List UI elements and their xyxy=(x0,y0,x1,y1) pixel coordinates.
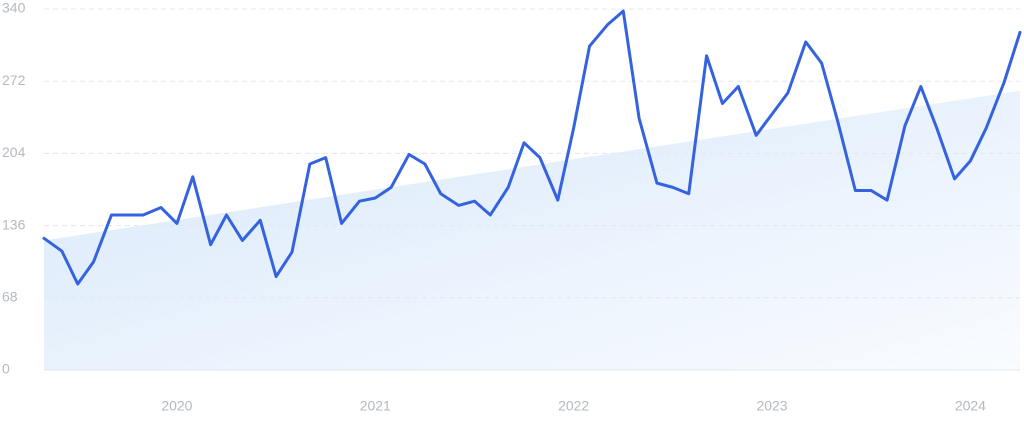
x-tick-label: 2020 xyxy=(161,398,192,414)
x-tick-label: 2024 xyxy=(955,398,986,414)
y-tick-label: 136 xyxy=(2,216,26,232)
y-tick-label: 0 xyxy=(2,361,10,377)
trend-area xyxy=(44,90,1020,370)
y-tick-label: 272 xyxy=(2,72,26,88)
y-tick-label: 68 xyxy=(2,289,18,305)
x-tick-label: 2023 xyxy=(756,398,787,414)
line xyxy=(42,9,1022,286)
y-tick-label: 204 xyxy=(2,144,26,160)
x-tick-label: 2021 xyxy=(360,398,391,414)
y-tick-label: 340 xyxy=(2,0,26,16)
x-tick-label: 2022 xyxy=(558,398,589,414)
